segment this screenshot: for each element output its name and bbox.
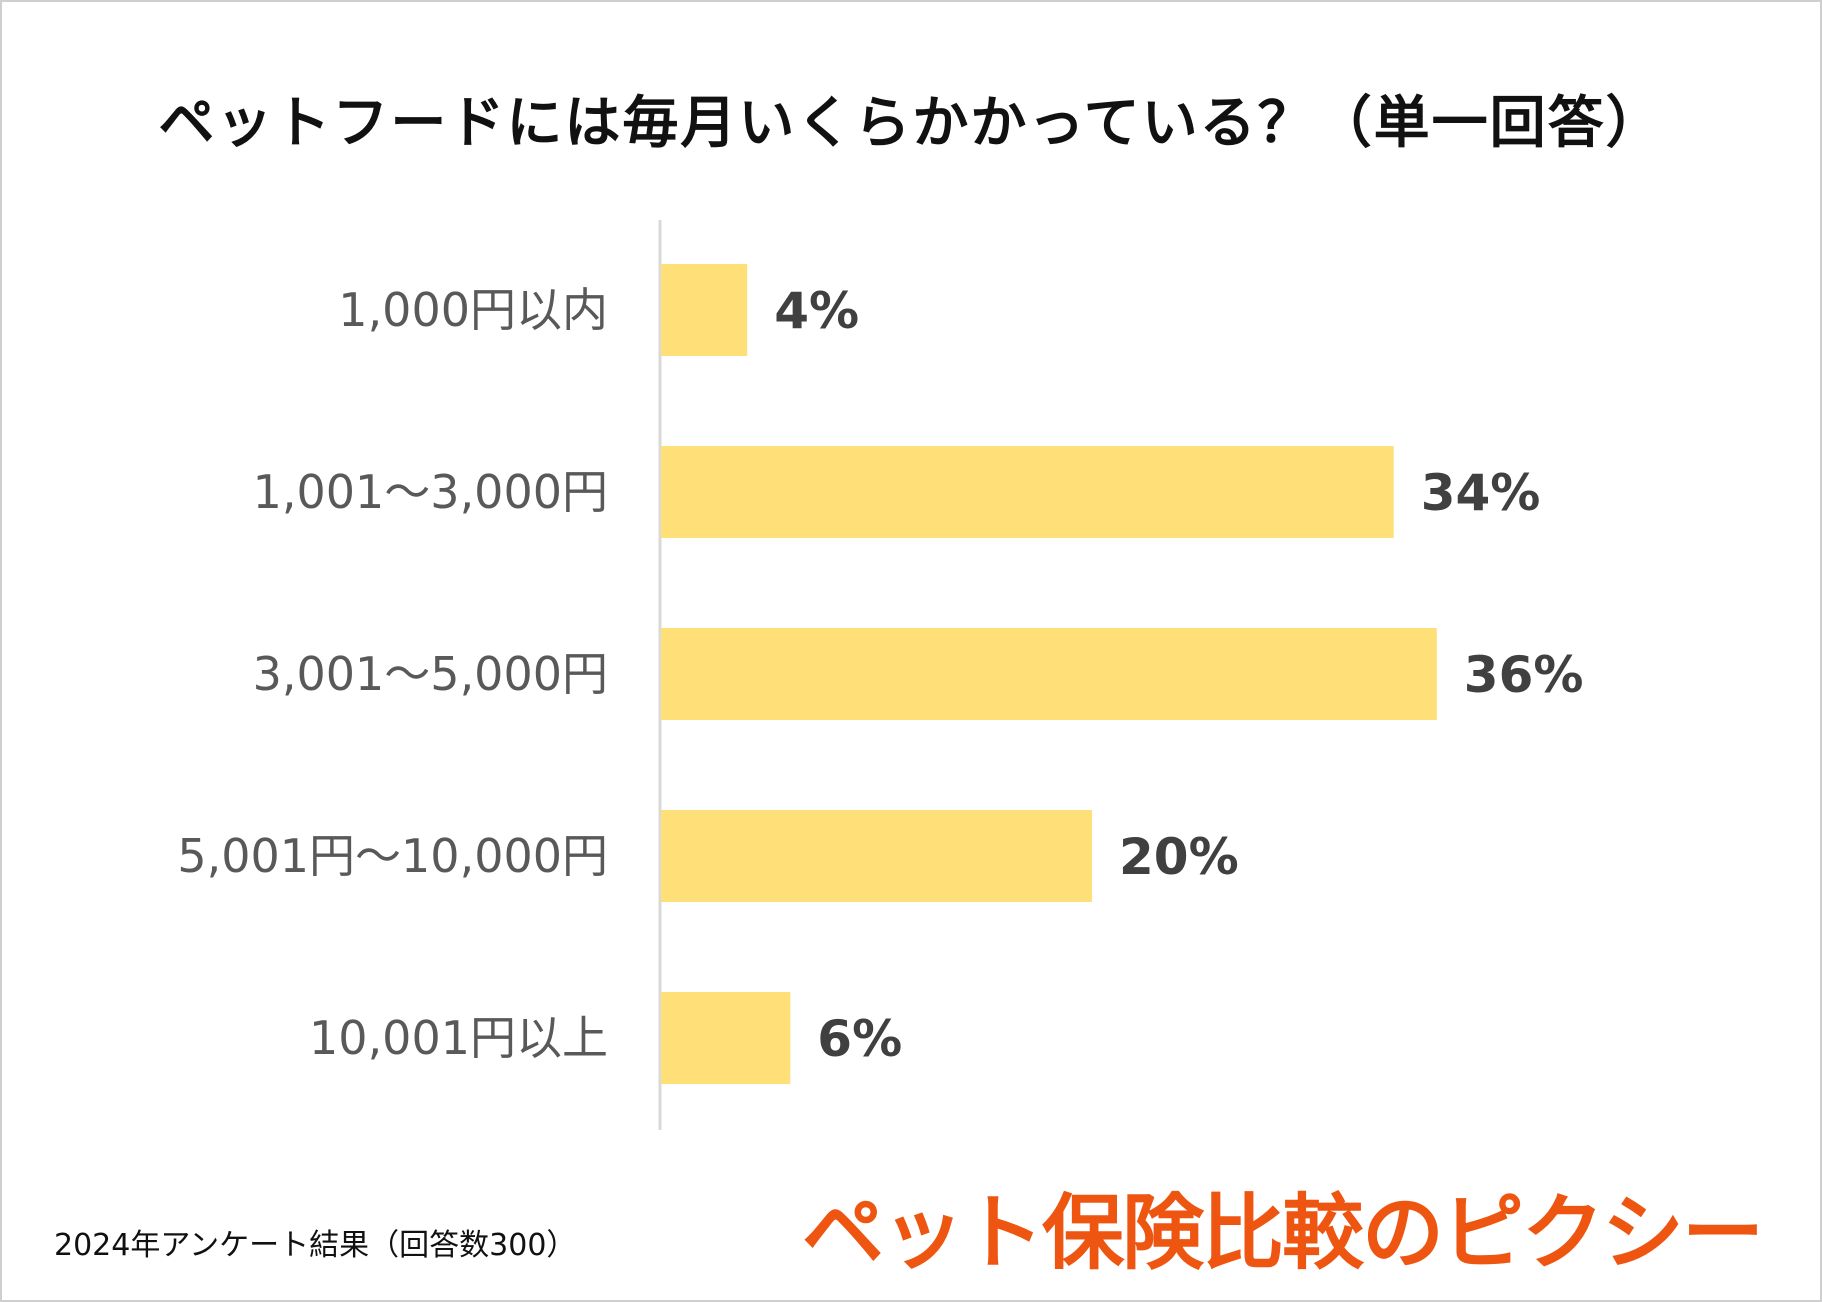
bar-2: [661, 628, 1437, 720]
bar-4: [661, 992, 791, 1084]
tick-label-1: 1,001～3,000円: [253, 465, 608, 519]
data-label-0: 4%: [774, 282, 859, 340]
footnote: 2024年アンケート結果（回答数300）: [54, 1228, 577, 1263]
chart-title: ペットフードには毎月いくらかかっている？（単一回答）: [158, 91, 1664, 156]
bar-3: [661, 810, 1092, 902]
tick-label-3: 5,001円～10,000円: [177, 829, 608, 883]
data-label-4: 6%: [817, 1010, 902, 1068]
bar-0: [661, 264, 748, 356]
tick-label-2: 3,001～5,000円: [253, 647, 608, 701]
bar-1: [661, 446, 1394, 538]
brand-logo: ペット保険比較のピクシー: [801, 1186, 1764, 1281]
tick-label-0: 1,000円以内: [338, 283, 608, 337]
tick-label-4: 10,001円以上: [309, 1011, 608, 1065]
data-label-3: 20%: [1119, 828, 1239, 886]
data-label-1: 34%: [1421, 464, 1541, 522]
data-label-2: 36%: [1464, 646, 1584, 704]
